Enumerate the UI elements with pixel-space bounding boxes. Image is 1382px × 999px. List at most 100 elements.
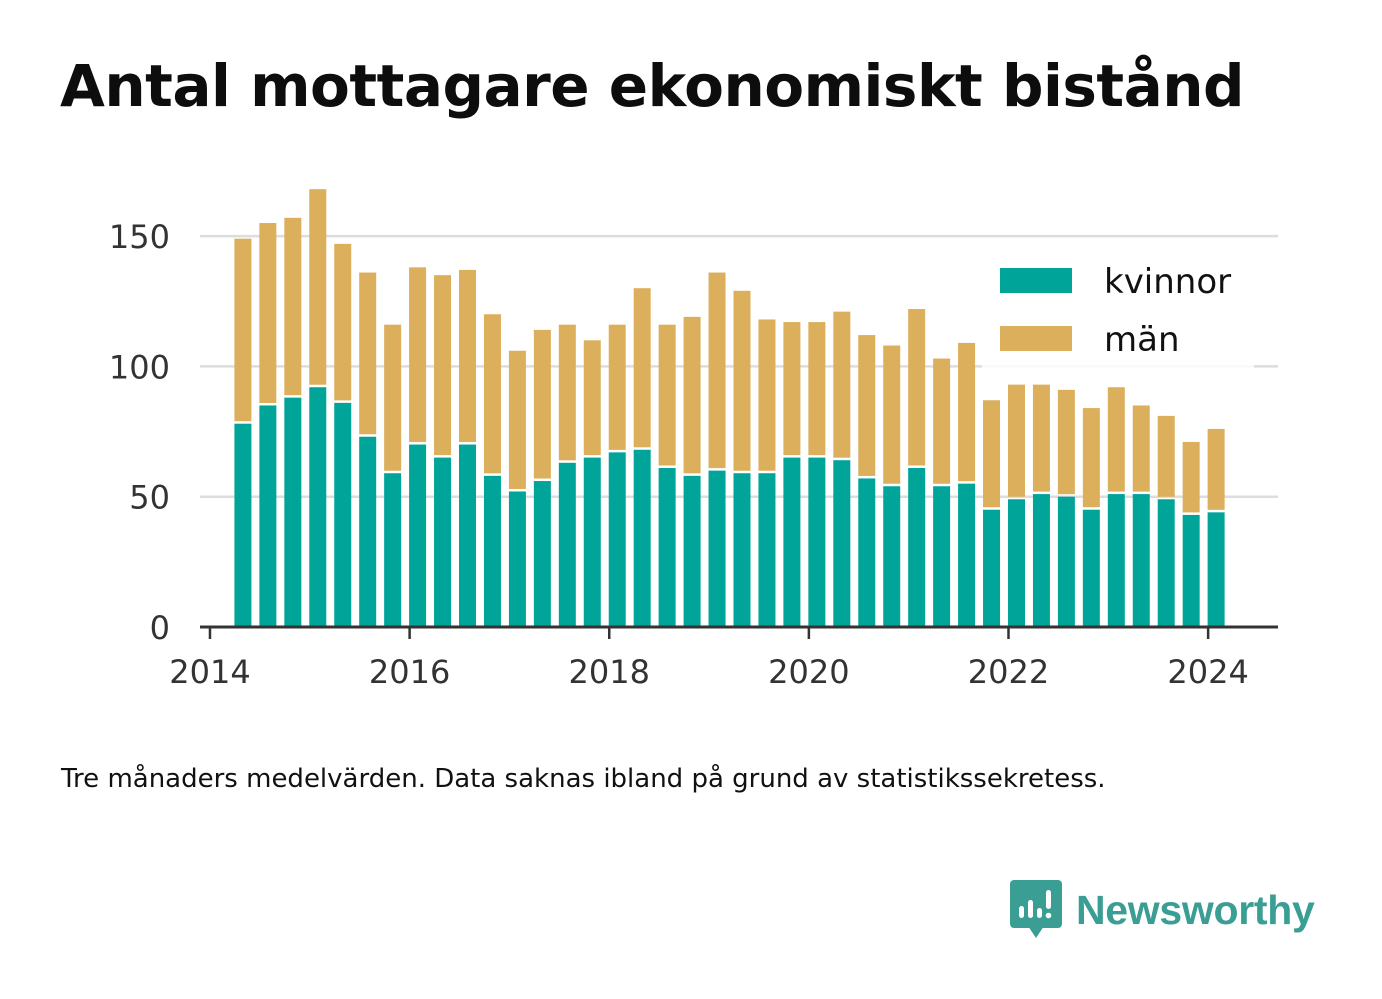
bar-kvinnor [958, 483, 976, 627]
bar-man [708, 272, 726, 469]
x-tick-label: 2018 [569, 653, 650, 691]
legend-label: män [1104, 320, 1180, 360]
bar-kvinnor [359, 436, 377, 627]
bar-kvinnor [558, 462, 576, 627]
bar-kvinnor [583, 457, 601, 627]
bar-man [608, 324, 626, 450]
bar-kvinnor [284, 397, 302, 627]
bar-man [384, 324, 402, 471]
y-tick-label: 0 [150, 609, 170, 647]
bar-man [334, 243, 352, 401]
bar-man [409, 267, 427, 443]
bar-kvinnor [309, 387, 327, 627]
x-tick-label: 2022 [968, 653, 1049, 691]
y-tick-label: 100 [109, 348, 170, 386]
bar-man [1107, 387, 1125, 492]
bar-kvinnor [384, 473, 402, 627]
bar-kvinnor [1032, 494, 1050, 627]
bar-kvinnor [1132, 494, 1150, 627]
bar-kvinnor [1007, 499, 1025, 627]
bar-man [533, 329, 551, 479]
bar-man [508, 350, 526, 489]
bar-man [783, 322, 801, 456]
y-tick-label: 50 [129, 479, 170, 517]
x-tick-label: 2014 [169, 653, 250, 691]
bar-man [1032, 384, 1050, 492]
legend-label: kvinnor [1104, 262, 1231, 302]
bar-kvinnor [533, 481, 551, 627]
bar-man [234, 238, 252, 422]
brand-name: Newsworthy [1076, 886, 1315, 933]
bar-kvinnor [833, 460, 851, 627]
bar-man [633, 288, 651, 448]
bar-man [1157, 415, 1175, 497]
legend: kvinnor män [982, 258, 1254, 382]
legend-swatch [1000, 326, 1072, 351]
y-tick-label: 150 [109, 218, 170, 256]
bar-kvinnor [983, 509, 1001, 627]
bar-kvinnor [883, 486, 901, 627]
bar-man [583, 340, 601, 456]
x-tick-label: 2020 [768, 653, 849, 691]
bar-man [309, 189, 327, 385]
bar-man [483, 314, 501, 474]
bar-kvinnor [1207, 512, 1225, 627]
bar-man [1057, 389, 1075, 495]
bar-kvinnor [708, 470, 726, 628]
bar-kvinnor [608, 452, 626, 627]
bar-man [1007, 384, 1025, 497]
bar-kvinnor [483, 475, 501, 627]
bar-man [808, 322, 826, 456]
bar-kvinnor [933, 486, 951, 627]
bar-man [434, 275, 452, 456]
bar-man [933, 358, 951, 484]
footnote: Tre månaders medelvärden. Data saknas ib… [61, 764, 1106, 794]
bar-man [908, 309, 926, 466]
bar-kvinnor [459, 444, 476, 627]
bar-kvinnor [733, 473, 751, 627]
bar-kvinnor [1082, 509, 1100, 627]
bar-kvinnor [434, 457, 452, 627]
bar-kvinnor [1107, 494, 1125, 627]
bar-kvinnor [908, 468, 926, 627]
bar-kvinnor [1157, 499, 1175, 627]
bar-man [983, 400, 1001, 508]
chart-title: Antal mottagare ekonomiskt bistånd [60, 52, 1245, 120]
bar-kvinnor [1057, 496, 1075, 627]
bar-man [459, 269, 476, 443]
bar-man [733, 290, 751, 471]
bars [234, 189, 1225, 628]
bar-man [1207, 428, 1225, 510]
bar-man [284, 217, 302, 396]
bar-man [1132, 405, 1150, 492]
bar-man [359, 272, 377, 435]
bar-kvinnor [259, 405, 277, 627]
bar-man [1182, 441, 1200, 513]
bar-kvinnor [508, 491, 526, 627]
x-tick-label: 2024 [1167, 653, 1248, 691]
bar-kvinnor [334, 402, 352, 627]
brand-logo[interactable]: Newsworthy [1010, 878, 1315, 942]
bar-man [558, 324, 576, 461]
bar-man [683, 316, 701, 474]
newsworthy-logo-icon [1010, 880, 1062, 938]
bar-kvinnor [234, 423, 252, 627]
bar-kvinnor [808, 457, 826, 627]
bar-man [858, 335, 876, 476]
legend-swatch [1000, 268, 1072, 293]
axes: 0 50 100 150 2014 2016 2018 2020 2022 2024 [109, 218, 1278, 691]
bar-man [1082, 408, 1100, 508]
bar-man [259, 223, 277, 403]
bar-kvinnor [1182, 514, 1200, 627]
bar-kvinnor [783, 457, 801, 627]
bar-kvinnor [683, 475, 701, 627]
bar-kvinnor [858, 478, 876, 627]
bar-man [883, 345, 901, 484]
bar-kvinnor [658, 468, 676, 627]
bar-man [658, 324, 676, 466]
bar-man [758, 319, 776, 471]
bar-man [958, 342, 976, 482]
bar-kvinnor [409, 444, 427, 627]
bar-kvinnor [758, 473, 776, 627]
